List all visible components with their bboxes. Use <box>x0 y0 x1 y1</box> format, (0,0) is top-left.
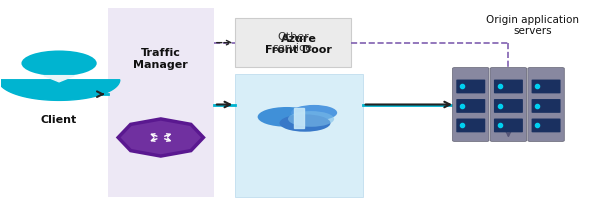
Text: Azure
Front Door: Azure Front Door <box>265 34 332 56</box>
Text: Other
service: Other service <box>273 32 313 54</box>
FancyBboxPatch shape <box>531 119 561 132</box>
FancyBboxPatch shape <box>453 68 489 141</box>
Polygon shape <box>118 119 203 156</box>
Polygon shape <box>44 76 74 82</box>
FancyBboxPatch shape <box>456 99 485 113</box>
Text: Client: Client <box>41 115 77 125</box>
FancyBboxPatch shape <box>235 74 363 197</box>
FancyBboxPatch shape <box>531 99 561 113</box>
Circle shape <box>291 105 337 121</box>
FancyBboxPatch shape <box>528 68 564 141</box>
FancyBboxPatch shape <box>494 99 523 113</box>
Circle shape <box>21 50 97 76</box>
FancyBboxPatch shape <box>494 119 523 132</box>
Circle shape <box>279 114 331 132</box>
Polygon shape <box>294 108 304 128</box>
Circle shape <box>288 111 334 127</box>
Text: Origin application
servers: Origin application servers <box>486 15 580 36</box>
FancyBboxPatch shape <box>235 18 351 67</box>
FancyBboxPatch shape <box>531 80 561 93</box>
FancyBboxPatch shape <box>107 8 214 197</box>
FancyBboxPatch shape <box>456 119 485 132</box>
FancyBboxPatch shape <box>490 68 526 141</box>
Text: Traffic
Manager: Traffic Manager <box>134 48 188 70</box>
Polygon shape <box>0 80 120 100</box>
FancyBboxPatch shape <box>456 80 485 93</box>
FancyBboxPatch shape <box>494 80 523 93</box>
Circle shape <box>257 107 316 127</box>
